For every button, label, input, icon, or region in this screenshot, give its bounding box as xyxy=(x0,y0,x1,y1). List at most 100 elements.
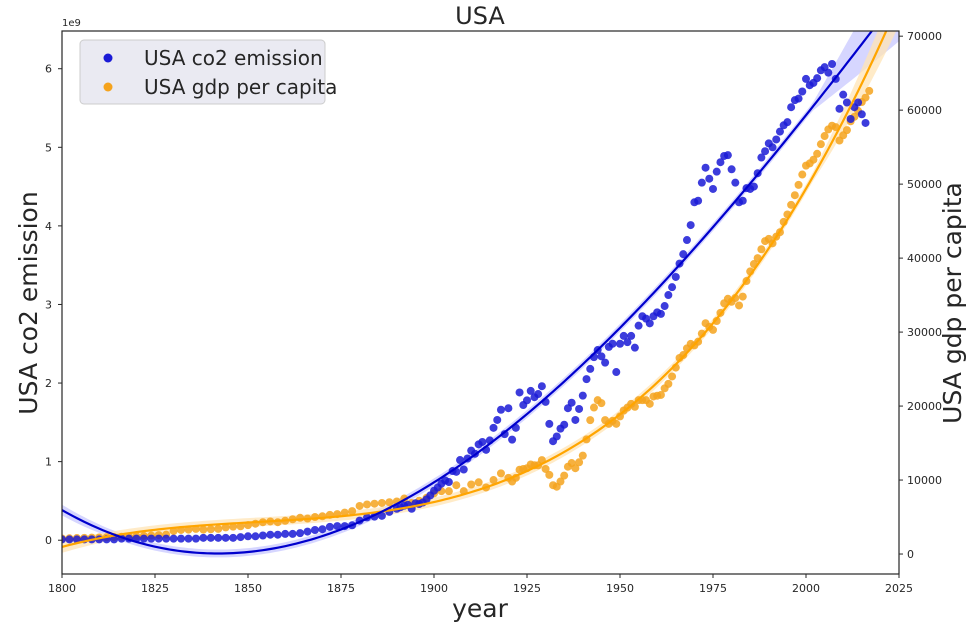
gdp-point xyxy=(668,372,677,381)
y-tick-label: 2 xyxy=(45,377,52,390)
co2-point xyxy=(857,110,866,119)
co2-point xyxy=(608,339,617,348)
co2-point xyxy=(582,375,591,384)
y-tick-label: 0 xyxy=(45,534,52,547)
y2-axis-title: USA gdp per capita xyxy=(938,182,967,424)
co2-point xyxy=(787,103,796,112)
co2-point xyxy=(664,291,673,300)
gdp-point xyxy=(578,451,587,460)
x-tick-label: 2000 xyxy=(792,582,820,595)
gdp-point xyxy=(664,379,673,388)
gdp-point xyxy=(809,155,818,164)
co2-point xyxy=(835,104,844,113)
co2-point xyxy=(738,196,747,205)
co2-point xyxy=(199,533,208,542)
legend-label-gdp: USA gdp per capita xyxy=(144,75,337,99)
confidence-bands xyxy=(62,31,899,558)
gdp-point xyxy=(798,170,807,179)
co2-point xyxy=(645,319,654,328)
gdp-point xyxy=(842,126,851,135)
gdp-point xyxy=(709,325,717,334)
co2-point xyxy=(731,178,740,187)
co2-point xyxy=(727,165,736,174)
co2-point xyxy=(154,534,163,543)
x-tick-label: 1875 xyxy=(327,582,355,595)
co2-point xyxy=(266,530,275,539)
co2-point xyxy=(697,178,706,187)
co2-point xyxy=(508,435,517,444)
x-axis: 1800 1825 1850 1875 1900 1925 1950 1975 2000 2025 xyxy=(48,574,913,595)
co2-point xyxy=(184,534,193,543)
y-tick-label: 5 xyxy=(45,141,52,154)
gdp-point xyxy=(541,464,550,473)
co2-point xyxy=(567,398,576,407)
co2-point xyxy=(802,74,810,83)
co2-point xyxy=(162,534,171,543)
gdp-point xyxy=(273,518,282,527)
co2-point xyxy=(333,522,342,531)
y-tick-label: 1 xyxy=(45,456,52,469)
gdp-point xyxy=(377,498,386,507)
gdp-point xyxy=(229,522,238,531)
legend: USA co2 emission USA gdp per capita xyxy=(79,39,337,105)
gdp-point xyxy=(556,477,565,486)
gdp-point xyxy=(813,149,822,158)
co2-point xyxy=(775,127,784,136)
gdp-point xyxy=(816,140,825,149)
co2-point xyxy=(191,534,200,543)
co2-point xyxy=(601,358,610,367)
gdp-point xyxy=(206,525,215,534)
co2-point xyxy=(236,533,245,542)
co2-point xyxy=(545,419,554,428)
co2-point xyxy=(768,143,777,152)
co2-point xyxy=(694,196,703,205)
gdp-point xyxy=(560,471,569,480)
co2-point xyxy=(147,534,156,543)
gdp-point xyxy=(444,487,453,496)
co2-point xyxy=(586,364,595,373)
x-tick-label: 1800 xyxy=(48,582,76,595)
gdp-point xyxy=(656,390,665,399)
co2-point xyxy=(846,115,855,124)
co2-point xyxy=(177,534,186,543)
co2-point xyxy=(258,531,267,540)
co2-point xyxy=(496,405,505,414)
y2-tick-label: 20000 xyxy=(907,400,942,413)
co2-point xyxy=(493,415,502,424)
x-tick-label: 2025 xyxy=(885,582,913,595)
co2-point xyxy=(110,535,119,544)
gdp-point xyxy=(820,132,829,141)
co2-point xyxy=(377,511,386,520)
gdp-point xyxy=(787,200,796,209)
co2-point xyxy=(660,302,669,311)
co2-point xyxy=(281,529,290,538)
co2-point xyxy=(229,533,238,542)
co2-point xyxy=(842,98,851,107)
co2-point xyxy=(500,430,509,439)
plot-frame xyxy=(61,30,900,575)
gdp-point xyxy=(575,458,584,467)
co2-point xyxy=(616,339,624,348)
co2-point xyxy=(627,331,636,340)
y2-tick-label: 40000 xyxy=(907,252,942,265)
co2-point xyxy=(578,391,587,400)
gdp-point xyxy=(865,86,874,95)
gdp-point xyxy=(310,513,319,522)
legend-marker-gdp xyxy=(103,82,113,92)
co2-point xyxy=(288,529,297,538)
gdp-point xyxy=(571,464,580,473)
co2-point xyxy=(456,456,465,465)
gdp-point xyxy=(489,476,498,485)
co2-point xyxy=(62,535,66,544)
co2-confidence-band xyxy=(62,31,899,558)
gdp-point xyxy=(214,524,223,533)
co2-point xyxy=(824,68,833,77)
legend-label-co2: USA co2 emission xyxy=(144,46,323,70)
legend-box xyxy=(79,39,326,105)
y-offset-label: 1e9 xyxy=(62,18,81,29)
y2-tick-label: 30000 xyxy=(907,326,942,339)
gdp-point xyxy=(735,301,744,310)
gdp-point xyxy=(467,480,476,489)
co2-point xyxy=(686,221,695,230)
